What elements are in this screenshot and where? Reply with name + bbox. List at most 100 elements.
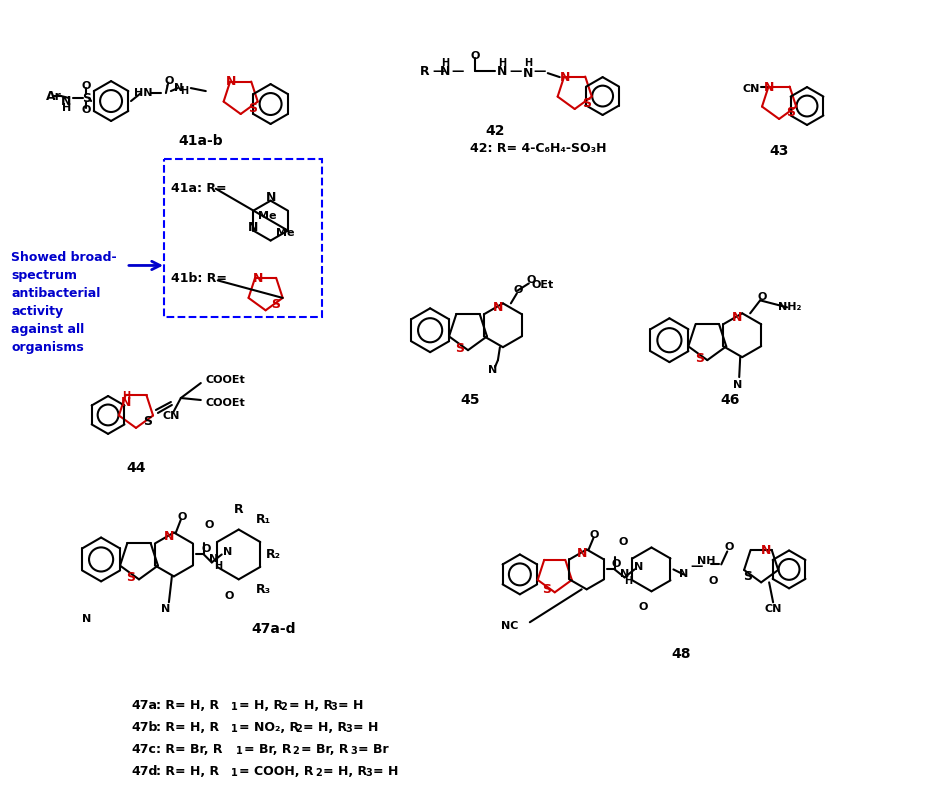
- Text: NH₂: NH₂: [778, 302, 801, 312]
- Text: Me: Me: [258, 210, 277, 221]
- Text: S: S: [126, 571, 135, 584]
- Text: S: S: [271, 298, 279, 311]
- Text: CN: CN: [764, 604, 781, 614]
- Text: CN: CN: [162, 411, 179, 421]
- Text: N: N: [763, 81, 773, 94]
- Text: : R= Br, R: : R= Br, R: [156, 743, 222, 756]
- Text: N: N: [61, 94, 72, 107]
- Text: 48: 48: [671, 647, 690, 661]
- Text: N: N: [492, 301, 502, 314]
- Text: 41a: R=: 41a: R=: [171, 182, 227, 195]
- Text: 2: 2: [293, 746, 299, 756]
- Text: H: H: [213, 562, 222, 571]
- Text: Ar: Ar: [46, 90, 62, 102]
- Text: = H: = H: [338, 699, 363, 712]
- Text: S: S: [742, 570, 750, 583]
- Text: N: N: [732, 310, 742, 324]
- Text: : R= H, R: : R= H, R: [156, 721, 219, 734]
- Text: O: O: [526, 275, 535, 286]
- Text: R: R: [420, 65, 430, 78]
- Text: HN: HN: [134, 88, 152, 98]
- Text: 47a-d: 47a-d: [251, 622, 295, 636]
- Text: N: N: [265, 191, 276, 204]
- Text: H: H: [523, 58, 531, 68]
- Text: O: O: [724, 542, 733, 553]
- Text: S: S: [694, 352, 703, 365]
- Text: O: O: [470, 51, 480, 61]
- Text: 47d: 47d: [131, 765, 158, 778]
- Text: 3: 3: [350, 746, 357, 756]
- Text: 3: 3: [345, 724, 352, 734]
- Text: = H: = H: [353, 721, 379, 734]
- Text: H: H: [61, 103, 71, 113]
- Text: —: —: [689, 560, 701, 573]
- Text: COOEt: COOEt: [206, 398, 245, 408]
- Text: N: N: [678, 570, 687, 579]
- Text: O: O: [81, 105, 91, 115]
- Text: 47a: 47a: [131, 699, 157, 712]
- Text: O: O: [164, 76, 174, 86]
- Text: O: O: [224, 591, 233, 602]
- Text: 41b: R=: 41b: R=: [171, 272, 227, 285]
- Text: —: —: [533, 65, 546, 78]
- Text: NC: NC: [500, 622, 518, 631]
- Text: 46: 46: [719, 393, 739, 407]
- Text: N: N: [248, 221, 259, 234]
- Text: 43: 43: [768, 144, 788, 158]
- Text: COOEt: COOEt: [206, 375, 245, 385]
- Text: —: —: [451, 65, 464, 78]
- Text: N: N: [488, 365, 497, 375]
- Text: R: R: [233, 503, 244, 516]
- Text: 1: 1: [230, 724, 237, 734]
- Text: —: —: [509, 65, 521, 78]
- Text: N: N: [226, 74, 236, 88]
- Text: N: N: [576, 547, 586, 560]
- Text: 47b: 47b: [131, 721, 158, 734]
- Text: : R= H, R: : R= H, R: [156, 765, 219, 778]
- Text: S: S: [248, 102, 257, 114]
- Text: = NO₂, R: = NO₂, R: [239, 721, 298, 734]
- Text: O: O: [201, 545, 211, 554]
- Text: 42: 42: [484, 124, 504, 138]
- Text: O: O: [708, 576, 717, 586]
- Text: N: N: [252, 272, 262, 285]
- Text: = Br, R: = Br, R: [300, 743, 347, 756]
- Text: = H: = H: [373, 765, 398, 778]
- Text: O: O: [638, 602, 648, 612]
- Text: 3: 3: [330, 702, 337, 712]
- Text: S: S: [455, 342, 464, 354]
- Text: —: —: [431, 65, 444, 78]
- Text: N: N: [497, 65, 507, 78]
- Text: O: O: [757, 292, 766, 302]
- Text: = H, R: = H, R: [288, 699, 332, 712]
- Text: N: N: [121, 397, 131, 410]
- Text: S: S: [785, 106, 795, 119]
- Text: N: N: [522, 66, 532, 80]
- Text: N: N: [633, 562, 643, 573]
- Text: N: N: [163, 530, 174, 543]
- Text: N: N: [760, 544, 770, 557]
- Text: : R= H, R: : R= H, R: [156, 699, 219, 712]
- Text: Me: Me: [276, 227, 294, 238]
- Text: N: N: [732, 380, 741, 390]
- Text: H: H: [497, 58, 505, 68]
- Text: = H, R: = H, R: [239, 699, 282, 712]
- Text: R₂: R₂: [266, 548, 280, 561]
- Text: H: H: [122, 391, 130, 401]
- Text: NH: NH: [697, 557, 715, 566]
- Text: S: S: [143, 415, 152, 429]
- Text: = COOH, R: = COOH, R: [239, 765, 312, 778]
- Text: H: H: [441, 58, 448, 68]
- Text: N: N: [619, 570, 629, 579]
- Text: R₃: R₃: [256, 583, 271, 596]
- Text: N: N: [223, 547, 232, 558]
- Text: 1: 1: [230, 702, 237, 712]
- Text: 2: 2: [315, 768, 322, 778]
- Text: 44: 44: [126, 461, 145, 474]
- Text: 3: 3: [365, 768, 372, 778]
- Text: 1: 1: [235, 746, 243, 756]
- Text: N: N: [161, 604, 170, 614]
- Text: N: N: [174, 83, 183, 93]
- Text: 2: 2: [295, 724, 302, 734]
- Text: = H, R: = H, R: [303, 721, 347, 734]
